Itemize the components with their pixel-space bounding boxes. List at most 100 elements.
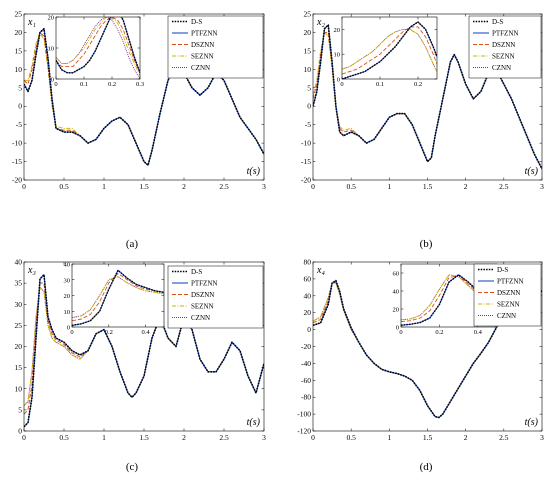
y-tick-label: 0 [67, 325, 70, 332]
x-tick-label: 2.5 [219, 182, 229, 191]
plot-frame [312, 13, 543, 181]
series-ptfznn-line [24, 274, 264, 428]
y-tick-label: 25 [304, 10, 312, 19]
y-tick-label: 10 [334, 52, 341, 59]
y-tick-label: 0 [51, 77, 54, 84]
inset-plot: 0 0.1 0.2 0 10 20 [334, 16, 438, 88]
y-tick-label: 15 [304, 46, 312, 55]
x-tick-label: 1.5 [139, 433, 149, 442]
x-tick-label: 2 [464, 182, 468, 191]
variable-label: x₁ [27, 17, 36, 28]
y-tick-label: 30 [15, 300, 23, 309]
legend-label-seznn: SEZNN [497, 301, 520, 309]
inset-series-seznn-line [56, 17, 140, 77]
y-tick-label: 40 [304, 291, 312, 300]
x-tick-label: 1 [387, 182, 391, 191]
plot-frame [23, 13, 265, 181]
legend-box [167, 15, 264, 79]
panel-caption: (b) [420, 238, 433, 250]
y-tick-label: 25 [15, 321, 23, 330]
x-tick-label: 0 [54, 81, 57, 88]
y-tick-label: 40 [393, 289, 400, 296]
legend-label-d-s: D-S [497, 266, 508, 274]
x-tick-label: 1.5 [139, 182, 149, 191]
x-tick-label: 1.5 [423, 182, 433, 191]
y-tick-label: -80 [301, 393, 311, 402]
panel-d: 0 0.5 1 1.5 2 2.5 3 -120 -100 -80 -60 -40 -20 0 20 40 60… [297, 258, 544, 474]
y-tick-label: 0 [337, 77, 340, 84]
y-tick-label: -20 [301, 176, 311, 185]
legend-label-seznn: SEZNN [191, 303, 214, 311]
panel-a: 0 0.5 1 1.5 2 2.5 3 -20 -15 -10 -5 0 5 10 15 20 25 x₁ t(s)… [12, 10, 266, 251]
inset-plot: 0 0.2 0.4 0 10 20 30 40 [64, 262, 165, 336]
x-tick-label: 0 [22, 433, 26, 442]
x-tick-label: 1 [387, 433, 391, 442]
inset-series-seznn-line [72, 276, 164, 318]
inset-series-d-s-line [56, 17, 140, 74]
y-tick-label: 20 [334, 27, 341, 34]
plot-frame [23, 261, 265, 432]
x-tick-label: 1 [102, 433, 106, 442]
inset-background [56, 17, 140, 79]
panel-caption: (a) [126, 238, 139, 250]
x-tick-label: 0.5 [346, 433, 356, 442]
inset-frame [55, 16, 141, 80]
y-tick-label: 15 [15, 363, 23, 372]
panel-caption: (d) [420, 461, 433, 473]
inset-background [72, 264, 164, 327]
y-tick-label: 20 [304, 28, 312, 37]
x-tick-label: 0.1 [80, 81, 88, 88]
y-tick-label: 20 [393, 307, 400, 314]
y-tick-label: 0 [18, 427, 22, 436]
x-axis-label: t(s) [247, 417, 261, 428]
inset-plot: 0 0.1 0.2 0.3 0 10 20 [48, 15, 145, 89]
legend-label-cznn: CZNN [492, 64, 511, 72]
y-tick-label: -40 [301, 359, 311, 368]
x-tick-label: 2.5 [499, 433, 509, 442]
x-tick-label: 1.5 [423, 433, 433, 442]
inset-series-dsznn-line [342, 26, 437, 75]
panel-b: 0 0.5 1 1.5 2 2.5 3 -20 -15 -10 -5 0 5 10 15 20 25 x₂ t(s)… [301, 10, 544, 251]
legend-label-ptfznn: PTFZNN [497, 278, 523, 286]
y-tick-label: 20 [15, 342, 23, 351]
x-tick-label: 0.4 [474, 329, 483, 336]
legend-box [167, 265, 264, 329]
inset-series-dsznn-line [72, 273, 164, 322]
y-tick-label: -10 [301, 139, 311, 148]
legend-label-dsznn: DSZNN [191, 291, 214, 299]
x-tick-label: 0 [311, 433, 315, 442]
x-tick-label: 0.2 [435, 329, 443, 336]
x-tick-label: 0.5 [59, 182, 69, 191]
legend: D-S PTFZNN DSZNN SEZNN CZNN [468, 15, 542, 79]
y-tick-label: -15 [301, 157, 311, 166]
y-tick-label: 10 [15, 65, 23, 74]
legend-label-seznn: SEZNN [492, 53, 515, 61]
inset-series-d-s-line [342, 21, 437, 79]
plot-frame [312, 261, 543, 432]
legend-label-seznn: SEZNN [191, 53, 214, 61]
x-tick-label: 3 [262, 433, 266, 442]
inset-series-ptfznn-line [72, 269, 164, 326]
y-tick-label: 5 [18, 405, 22, 414]
x-tick-label: 0.1 [376, 81, 384, 88]
variable-label: x₃ [27, 265, 36, 276]
x-tick-label: 0.5 [59, 433, 69, 442]
x-tick-label: 3 [262, 182, 266, 191]
y-tick-label: 80 [304, 258, 312, 267]
y-tick-label: 25 [15, 10, 23, 19]
y-tick-label: 40 [15, 258, 23, 267]
y-tick-label: 60 [304, 274, 312, 283]
x-tick-label: 1 [102, 182, 106, 191]
x-tick-label: 0 [311, 182, 315, 191]
y-tick-label: 20 [15, 28, 23, 37]
x-tick-label: 0 [399, 329, 402, 336]
inset-series-dsznn-line [56, 17, 140, 73]
legend-label-d-s: D-S [492, 18, 503, 26]
legend-label-cznn: CZNN [497, 312, 516, 320]
inset-frame [71, 263, 165, 328]
y-tick-label: -120 [297, 427, 311, 436]
x-tick-label: 0 [70, 329, 73, 336]
x-axis-label: t(s) [525, 166, 539, 177]
y-tick-label: 35 [15, 279, 23, 288]
